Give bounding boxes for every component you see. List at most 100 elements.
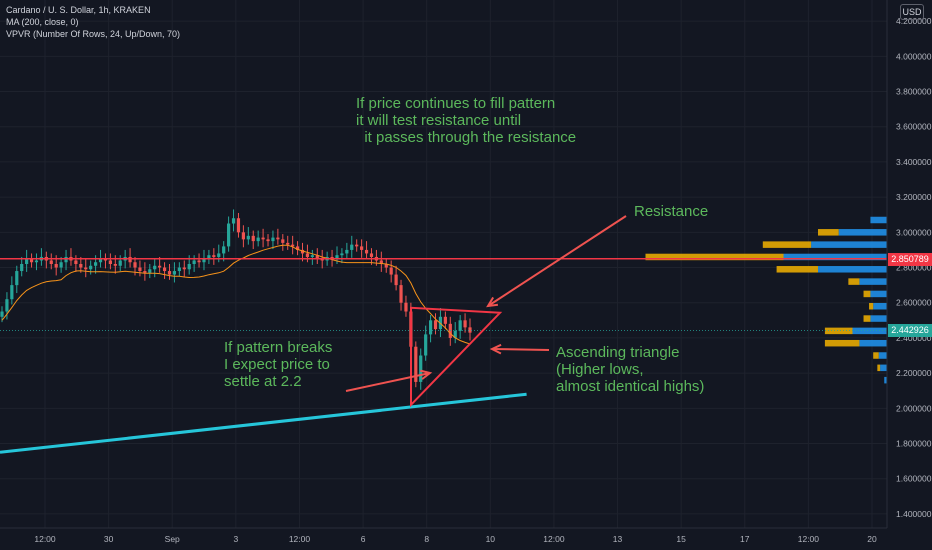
vpvr-down-bar <box>776 266 818 273</box>
candle-body <box>212 255 216 257</box>
price-tick-label: 2.600000 <box>896 298 932 308</box>
vpvr-up-bar <box>870 315 887 322</box>
ascending-triangle[interactable] <box>410 306 503 408</box>
candle-body <box>202 258 206 263</box>
candle-body <box>29 258 34 263</box>
annotation-arrows <box>345 215 627 392</box>
vpvr-up-bar <box>884 376 887 384</box>
time-tick-label: 15 <box>676 534 686 544</box>
candle-body <box>231 218 236 224</box>
candle-body <box>256 237 260 242</box>
arrow-pattern-breaks <box>345 372 431 392</box>
triangle-outline <box>410 306 503 408</box>
candle-body <box>177 267 181 272</box>
price-tick-label: 2.400000 <box>896 333 932 343</box>
vpvr-down-bar <box>762 241 812 248</box>
candle-body <box>394 274 398 286</box>
candle-body <box>143 271 147 273</box>
price-tick-label: 2.000000 <box>896 403 932 413</box>
candle-body <box>305 253 310 257</box>
arrow-pattern-breaks-head <box>420 369 433 380</box>
vpvr-up-bar <box>873 302 887 310</box>
candle-body <box>197 260 201 263</box>
vpvr-down-bar <box>645 253 784 261</box>
candle-body <box>0 311 4 317</box>
vpvr-up-bar <box>878 352 887 359</box>
time-tick-label: Sep <box>165 534 180 544</box>
candle-body <box>98 258 103 263</box>
vpvr-up-bar <box>859 339 887 347</box>
resistance-price-tag: 2.850789 <box>888 252 932 266</box>
candle-body <box>192 260 196 264</box>
candle-body <box>182 267 186 270</box>
candle-body <box>315 255 319 259</box>
vpvr-up-bar <box>870 216 887 224</box>
time-tick-label: 30 <box>104 534 114 544</box>
candle-body <box>335 255 339 259</box>
candle-body <box>236 218 241 233</box>
candle-body <box>291 244 295 247</box>
candle-body <box>246 235 250 240</box>
candle-body <box>74 260 78 264</box>
price-tick-label: 4.200000 <box>896 16 932 26</box>
price-tick-label: 3.800000 <box>896 87 932 97</box>
candle-body <box>424 334 428 356</box>
candle-body <box>25 258 29 264</box>
time-tick-label: 13 <box>613 534 623 544</box>
time-tick-label: 20 <box>867 534 877 544</box>
candle-body <box>138 267 142 272</box>
annotation-ascending-triangle: Ascending triangle (Higher lows, almost … <box>556 344 705 395</box>
vpvr-down-bar <box>863 290 871 298</box>
candle-body <box>103 258 108 261</box>
price-tick-label: 1.600000 <box>896 474 932 484</box>
candle-body <box>162 267 167 272</box>
vpvr-indicator-label[interactable]: VPVR (Number Of Rows, 24, Up/Down, 70) <box>6 29 181 39</box>
candle-body <box>360 246 364 250</box>
candle-body <box>128 256 132 263</box>
candle-body <box>463 320 467 328</box>
candle-body <box>419 355 423 382</box>
price-tick-label: 3.400000 <box>896 157 932 167</box>
annotation-pattern-breaks: If pattern breaks I expect price to sett… <box>224 339 333 390</box>
candle-body <box>54 264 58 268</box>
candle-body <box>108 260 112 264</box>
candle-body <box>276 237 280 240</box>
vpvr-up-bar <box>838 229 887 236</box>
time-axis[interactable]: 12:00 30 Sep 3 12:00 6 8 10 12:00 13 15 17 12:00 20 <box>34 534 877 544</box>
candle-body <box>251 235 255 242</box>
candle-body <box>453 330 457 338</box>
vpvr-up-bar <box>783 253 887 261</box>
grid <box>0 0 887 528</box>
vpvr-down-bar <box>877 364 881 372</box>
candle-body <box>167 271 172 275</box>
time-tick-label: 3 <box>233 534 238 544</box>
candle-body <box>113 264 117 266</box>
symbol-title[interactable]: Cardano / U. S. Dollar, 1h, KRAKEN <box>6 5 151 15</box>
candle-body <box>64 256 68 263</box>
candle-body <box>300 249 305 254</box>
candle-body <box>207 255 211 259</box>
vpvr-up-bar <box>818 266 887 273</box>
ma-indicator-label[interactable]: MA (200, close, 0) <box>6 17 79 27</box>
currency-button[interactable]: USD <box>900 4 924 20</box>
time-tick-label: 6 <box>361 534 366 544</box>
vpvr-up-bar <box>870 290 887 298</box>
candle-body <box>330 256 334 259</box>
support-trendline[interactable] <box>0 392 527 454</box>
ma-200-line <box>1 244 471 345</box>
candle-body <box>384 264 388 268</box>
price-tick-label: 3.600000 <box>896 122 932 132</box>
candle-body <box>222 246 226 254</box>
candle-body <box>158 265 162 268</box>
vpvr-down-bar <box>863 315 871 322</box>
candle-body <box>350 244 354 250</box>
price-axis[interactable]: 4.200000 4.000000 3.800000 3.600000 3.400000… <box>896 16 932 519</box>
annotation-fill-pattern: If price continues to fill pattern it wi… <box>356 95 577 146</box>
candle-body <box>266 239 270 242</box>
price-tick-label: 4.000000 <box>896 51 932 61</box>
candle-body <box>295 246 300 250</box>
candle-body <box>320 258 324 261</box>
arrow-resistance-head <box>486 296 499 308</box>
candle-body <box>443 316 447 324</box>
